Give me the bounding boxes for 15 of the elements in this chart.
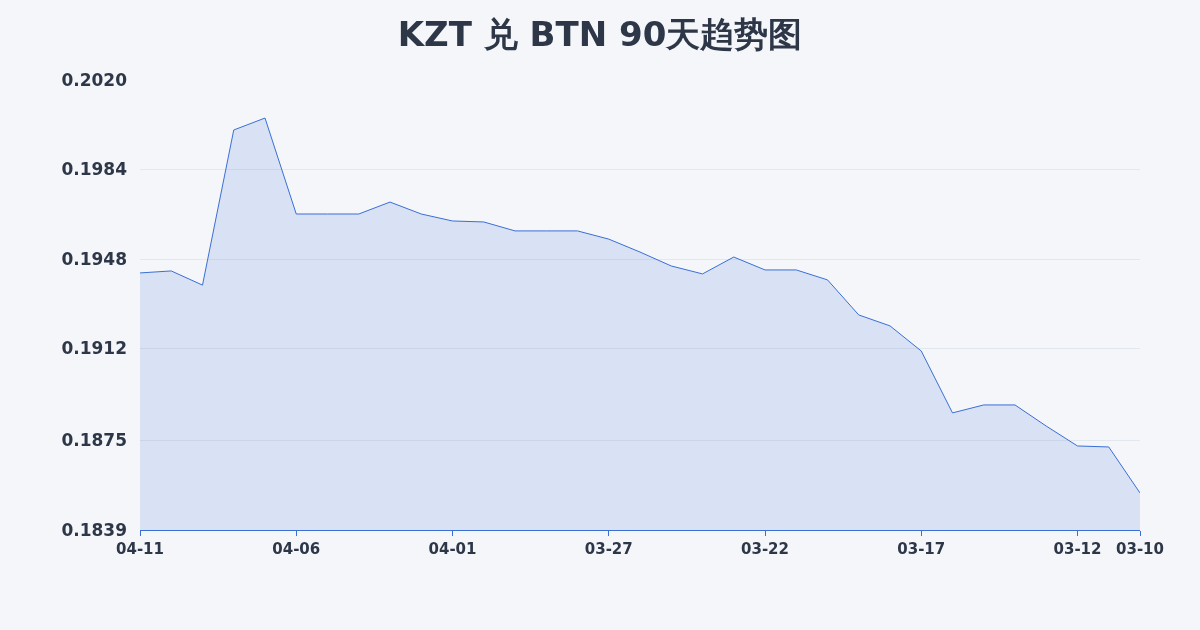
y-tick-label: 0.1839 [61,519,127,540]
x-tick-label: 04-01 [428,540,477,558]
y-tick-label: 0.1948 [61,248,127,269]
x-tick-label: 03-10 [1116,540,1164,558]
x-tick-label: 03-17 [897,540,946,558]
y-tick-label: 0.2020 [61,69,128,90]
y-tick-label: 0.1875 [61,430,127,451]
x-tick-label: 04-06 [272,540,321,558]
y-tick-label: 0.1912 [61,338,127,359]
x-tick-label: 04-11 [116,540,164,558]
x-tick-label: 03-12 [1053,540,1102,558]
y-tick-label: 0.1984 [61,159,128,180]
x-tick-label: 03-22 [741,540,789,558]
chart-title: KZT 兑 BTN 90天趋势图 [397,13,803,54]
x-tick-label: 03-27 [584,540,633,558]
